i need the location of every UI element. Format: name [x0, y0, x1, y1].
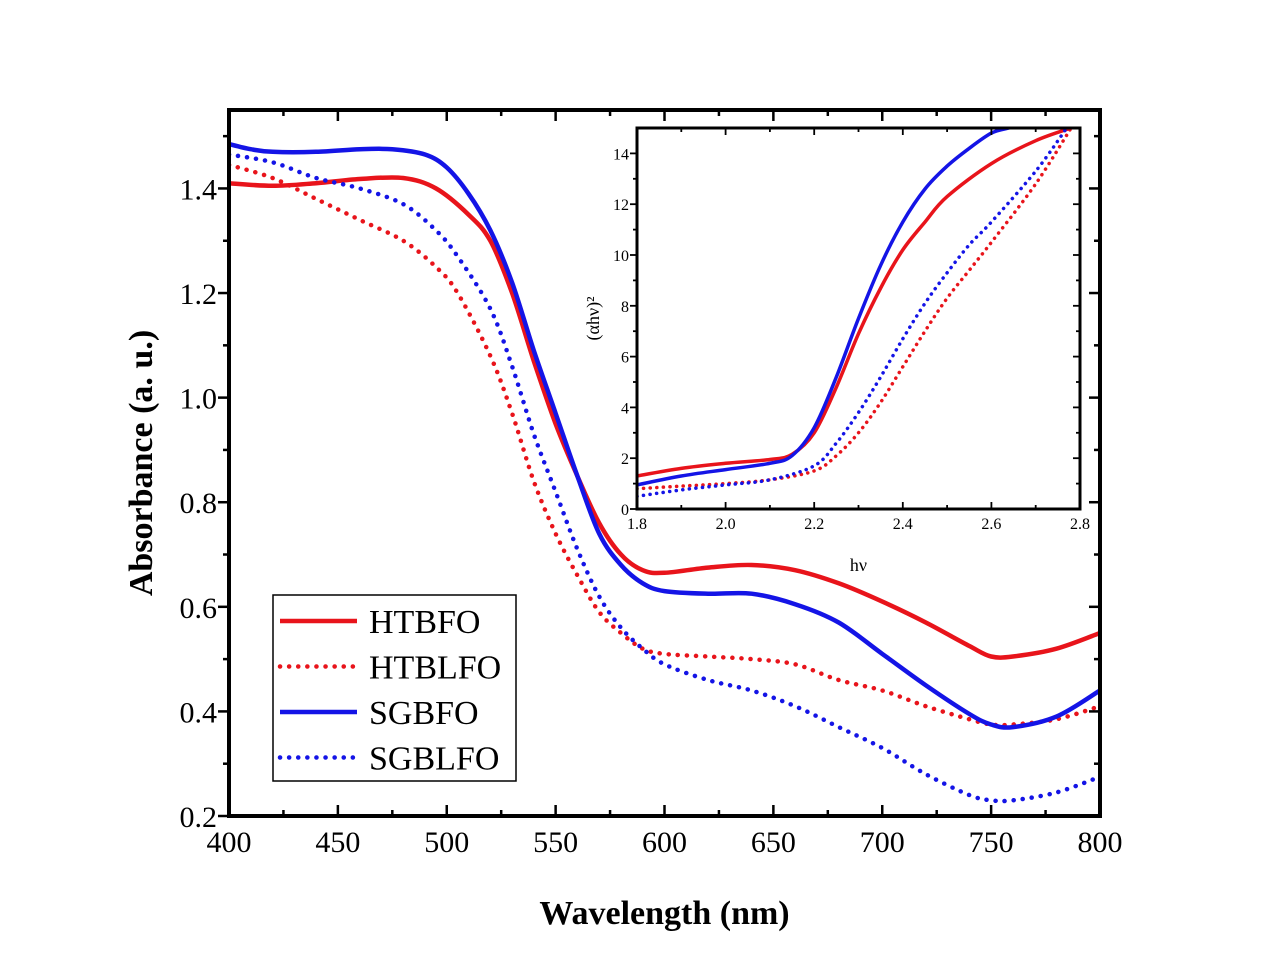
main-x-axis-title: Wavelength (nm): [539, 895, 789, 932]
legend-item-sgbfo: SGBFO: [280, 695, 479, 732]
legend-item-htbfo: HTBFO: [280, 604, 480, 641]
inset-y-tick-label: 12: [613, 197, 629, 214]
inset-plot: 1.8 2.0 2.2 2.4 2.6 2.8 0 2 4 6 8 10 12 14 hν (αhν)²: [583, 126, 1090, 575]
main-x-tick-label: 500: [424, 826, 469, 859]
main-x-tick-label: 450: [315, 826, 360, 859]
legend-item-htblfo: HTBLFO: [277, 650, 501, 687]
inset-y-tick-label: 2: [621, 451, 629, 468]
main-x-tick-label: 400: [207, 826, 252, 859]
inset-y-tick-label: 4: [621, 400, 629, 417]
inset-series-sgblfo: [637, 128, 1069, 499]
main-x-tick-label: 600: [642, 826, 687, 859]
inset-y-tick-label: 8: [621, 299, 629, 316]
main-y-tick-label: 1.0: [180, 383, 218, 416]
inset-series-htbfo: [637, 128, 1072, 478]
main-series-htbfo: [229, 175, 1100, 660]
inset-x-tick-label: 2.0: [716, 516, 736, 533]
inset-x-tick-label: 1.8: [627, 516, 647, 533]
inset-series-htblfo: [637, 128, 1073, 491]
inset-x-axis-title: hν: [850, 555, 867, 575]
inset-x-tick-label: 2.2: [804, 516, 824, 533]
inset-y-tick-label: 0: [621, 502, 629, 519]
legend-item-sgblfo: SGBLFO: [277, 741, 499, 778]
main-y-tick-label: 1.4: [180, 173, 218, 206]
inset-y-tick-label: 6: [621, 350, 629, 367]
inset-x-tick-label: 2.4: [893, 516, 913, 533]
legend: HTBFO HTBLFO SGBFO SGBLFO: [272, 594, 517, 782]
main-x-tick-label: 650: [751, 826, 796, 859]
legend-label-sgbfo: SGBFO: [369, 695, 479, 732]
legend-label-sgblfo: SGBLFO: [369, 741, 499, 778]
legend-box: [272, 594, 517, 782]
main-y-tick-label: 0.4: [180, 696, 218, 729]
inset-x-tick-label: 2.6: [981, 516, 1001, 533]
inset-series-group: [637, 128, 1073, 499]
inset-x-tick-label: 2.8: [1070, 516, 1090, 533]
main-x-tick-label: 700: [860, 826, 905, 859]
main-plot: 400 450 500 550 600 650 700 750 800 0.2 0.4 0.6 0.8 1…: [123, 108, 1123, 932]
legend-label-htbfo: HTBFO: [369, 604, 480, 641]
main-y-tick-label: 0.8: [180, 487, 218, 520]
main-x-tick-label: 800: [1078, 826, 1123, 859]
main-y-axis-title: Absorbance (a. u.): [123, 330, 160, 596]
main-y-tick-label: 1.2: [180, 278, 218, 311]
legend-label-htblfo: HTBLFO: [369, 650, 501, 687]
main-y-tick-label: 0.2: [180, 801, 218, 834]
inset-y-tick-label: 10: [613, 248, 629, 265]
main-series-sgbfo: [229, 141, 1100, 730]
main-y-tick-label: 0.6: [180, 592, 218, 625]
main-series-htblfo: [229, 162, 1100, 728]
inset-y-axis-title: (αhν)²: [583, 297, 604, 341]
inset-series-sgbfo: [637, 128, 1010, 487]
main-series-sgblfo: [229, 152, 1100, 804]
inset-y-tick-label: 14: [613, 146, 629, 163]
main-x-tick-label: 750: [969, 826, 1014, 859]
main-series-group: [229, 141, 1100, 804]
main-x-tick-label: 550: [533, 826, 578, 859]
